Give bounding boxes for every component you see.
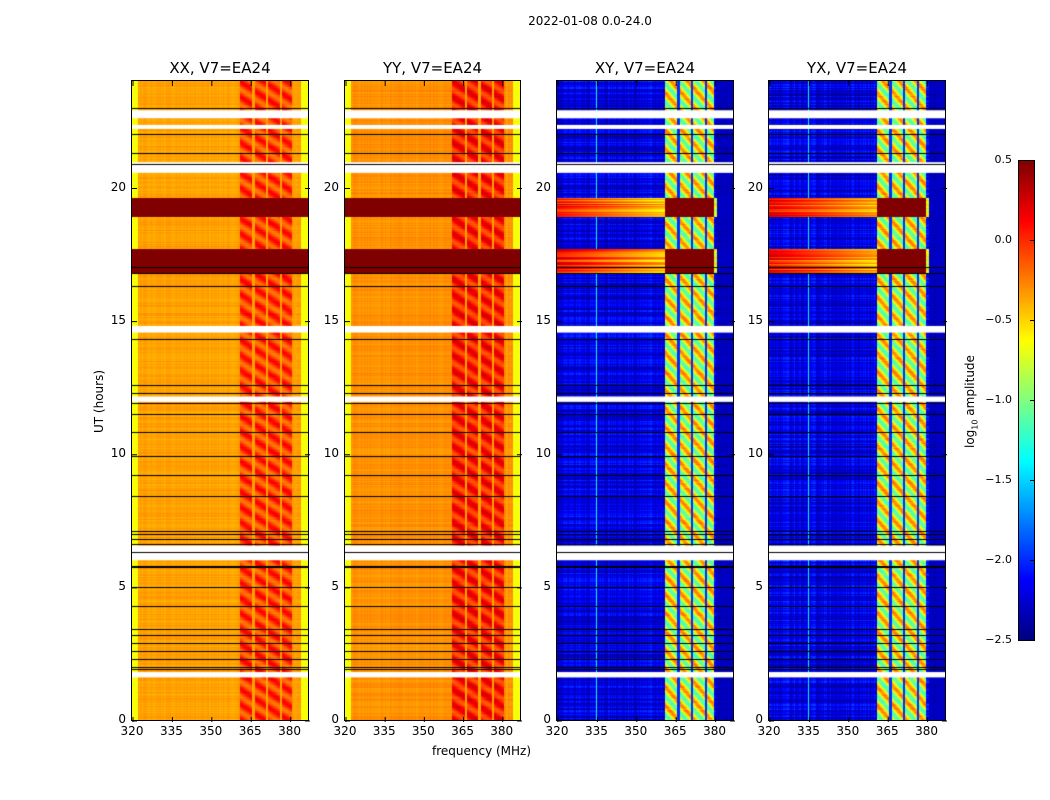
y-tick-label: 0: [331, 712, 339, 726]
x-tick-label: 335: [584, 724, 608, 738]
y-tick-label: 5: [543, 578, 551, 593]
y-tick-label: 5: [118, 578, 126, 593]
heatmap-panel-xx: [131, 80, 310, 722]
y-tick-label: 15: [110, 312, 126, 327]
x-tick-label: 320: [333, 724, 357, 738]
y-tick-label: 10: [535, 445, 551, 460]
y-tick-label: 0: [543, 712, 551, 726]
colorbar-tick: [1030, 560, 1034, 561]
colorbar-tick-label: −0.5: [985, 313, 1012, 326]
figure-title: 2022-01-08 0.0-24.0: [528, 14, 652, 28]
x-tick-label: 320: [757, 724, 781, 738]
x-tick-label: 380: [703, 724, 727, 738]
colorbar-tick-label: −1.0: [985, 393, 1012, 406]
heatmap-panel-xy: [556, 80, 735, 722]
x-tick-label: 365: [875, 724, 899, 738]
x-tick-label: 365: [238, 724, 262, 738]
y-tick-label: 10: [110, 445, 126, 460]
y-tick-label: 0: [755, 712, 763, 726]
colorbar-tick: [1030, 160, 1034, 161]
colorbar-tick-label: 0.5: [994, 153, 1013, 166]
colorbar-tick: [1030, 320, 1034, 321]
y-tick-label: 15: [535, 312, 551, 327]
colorbar-tick: [1030, 400, 1034, 401]
y-tick-label: 0: [118, 712, 126, 726]
colorbar-tick: [1030, 240, 1034, 241]
colorbar-tick-label: 0.0: [994, 233, 1013, 246]
y-tick-label: 10: [323, 445, 339, 460]
colorbar-tick-label: −1.5: [985, 473, 1012, 486]
heatmap-image: [345, 81, 520, 720]
x-tick-label: 335: [159, 724, 183, 738]
x-tick-label: 350: [411, 724, 435, 738]
x-tick-label: 380: [915, 724, 939, 738]
colorbar-label: log10 amplitude: [963, 355, 980, 448]
x-tick-label: 335: [796, 724, 820, 738]
y-tick-label: 5: [755, 578, 763, 593]
y-tick-label: 20: [747, 179, 763, 194]
x-axis-label: frequency (MHz): [432, 744, 532, 758]
colorbar-tick: [1030, 480, 1034, 481]
x-tick-label: 350: [624, 724, 648, 738]
colorbar-tick-label: −2.5: [985, 633, 1012, 646]
y-tick-label: 10: [747, 445, 763, 460]
x-tick-label: 350: [199, 724, 223, 738]
x-tick-label: 380: [490, 724, 514, 738]
x-tick-label: 320: [545, 724, 569, 738]
colorbar-gradient: [1019, 161, 1034, 640]
x-tick-label: 365: [663, 724, 687, 738]
panel-title: YX, V7=EA24: [806, 59, 908, 77]
x-tick-label: 365: [451, 724, 474, 738]
y-tick-label: 5: [331, 578, 339, 593]
y-tick-label: 15: [747, 312, 763, 327]
panel-title: YY, V7=EA24: [382, 59, 483, 77]
y-tick-label: 20: [535, 179, 551, 194]
heatmap-image: [769, 81, 945, 720]
y-tick-label: 15: [323, 312, 339, 327]
x-tick-label: 380: [278, 724, 302, 738]
panel-title: XY, V7=EA24: [594, 59, 696, 77]
panel-title: XX, V7=EA24: [169, 59, 271, 77]
colorbar-tick: [1030, 640, 1034, 641]
x-tick-label: 320: [120, 724, 144, 738]
heatmap-panel-yy: [344, 80, 522, 722]
y-axis-label: UT (hours): [92, 369, 106, 433]
heatmap-image: [132, 81, 308, 720]
colorbar: [1018, 160, 1035, 641]
heatmap-image: [557, 81, 733, 720]
y-tick-label: 20: [323, 179, 339, 194]
heatmap-panel-yx: [768, 80, 947, 722]
x-tick-label: 335: [372, 724, 396, 738]
colorbar-tick-label: −2.0: [985, 553, 1012, 566]
x-tick-label: 350: [836, 724, 860, 738]
y-tick-label: 20: [110, 179, 126, 194]
